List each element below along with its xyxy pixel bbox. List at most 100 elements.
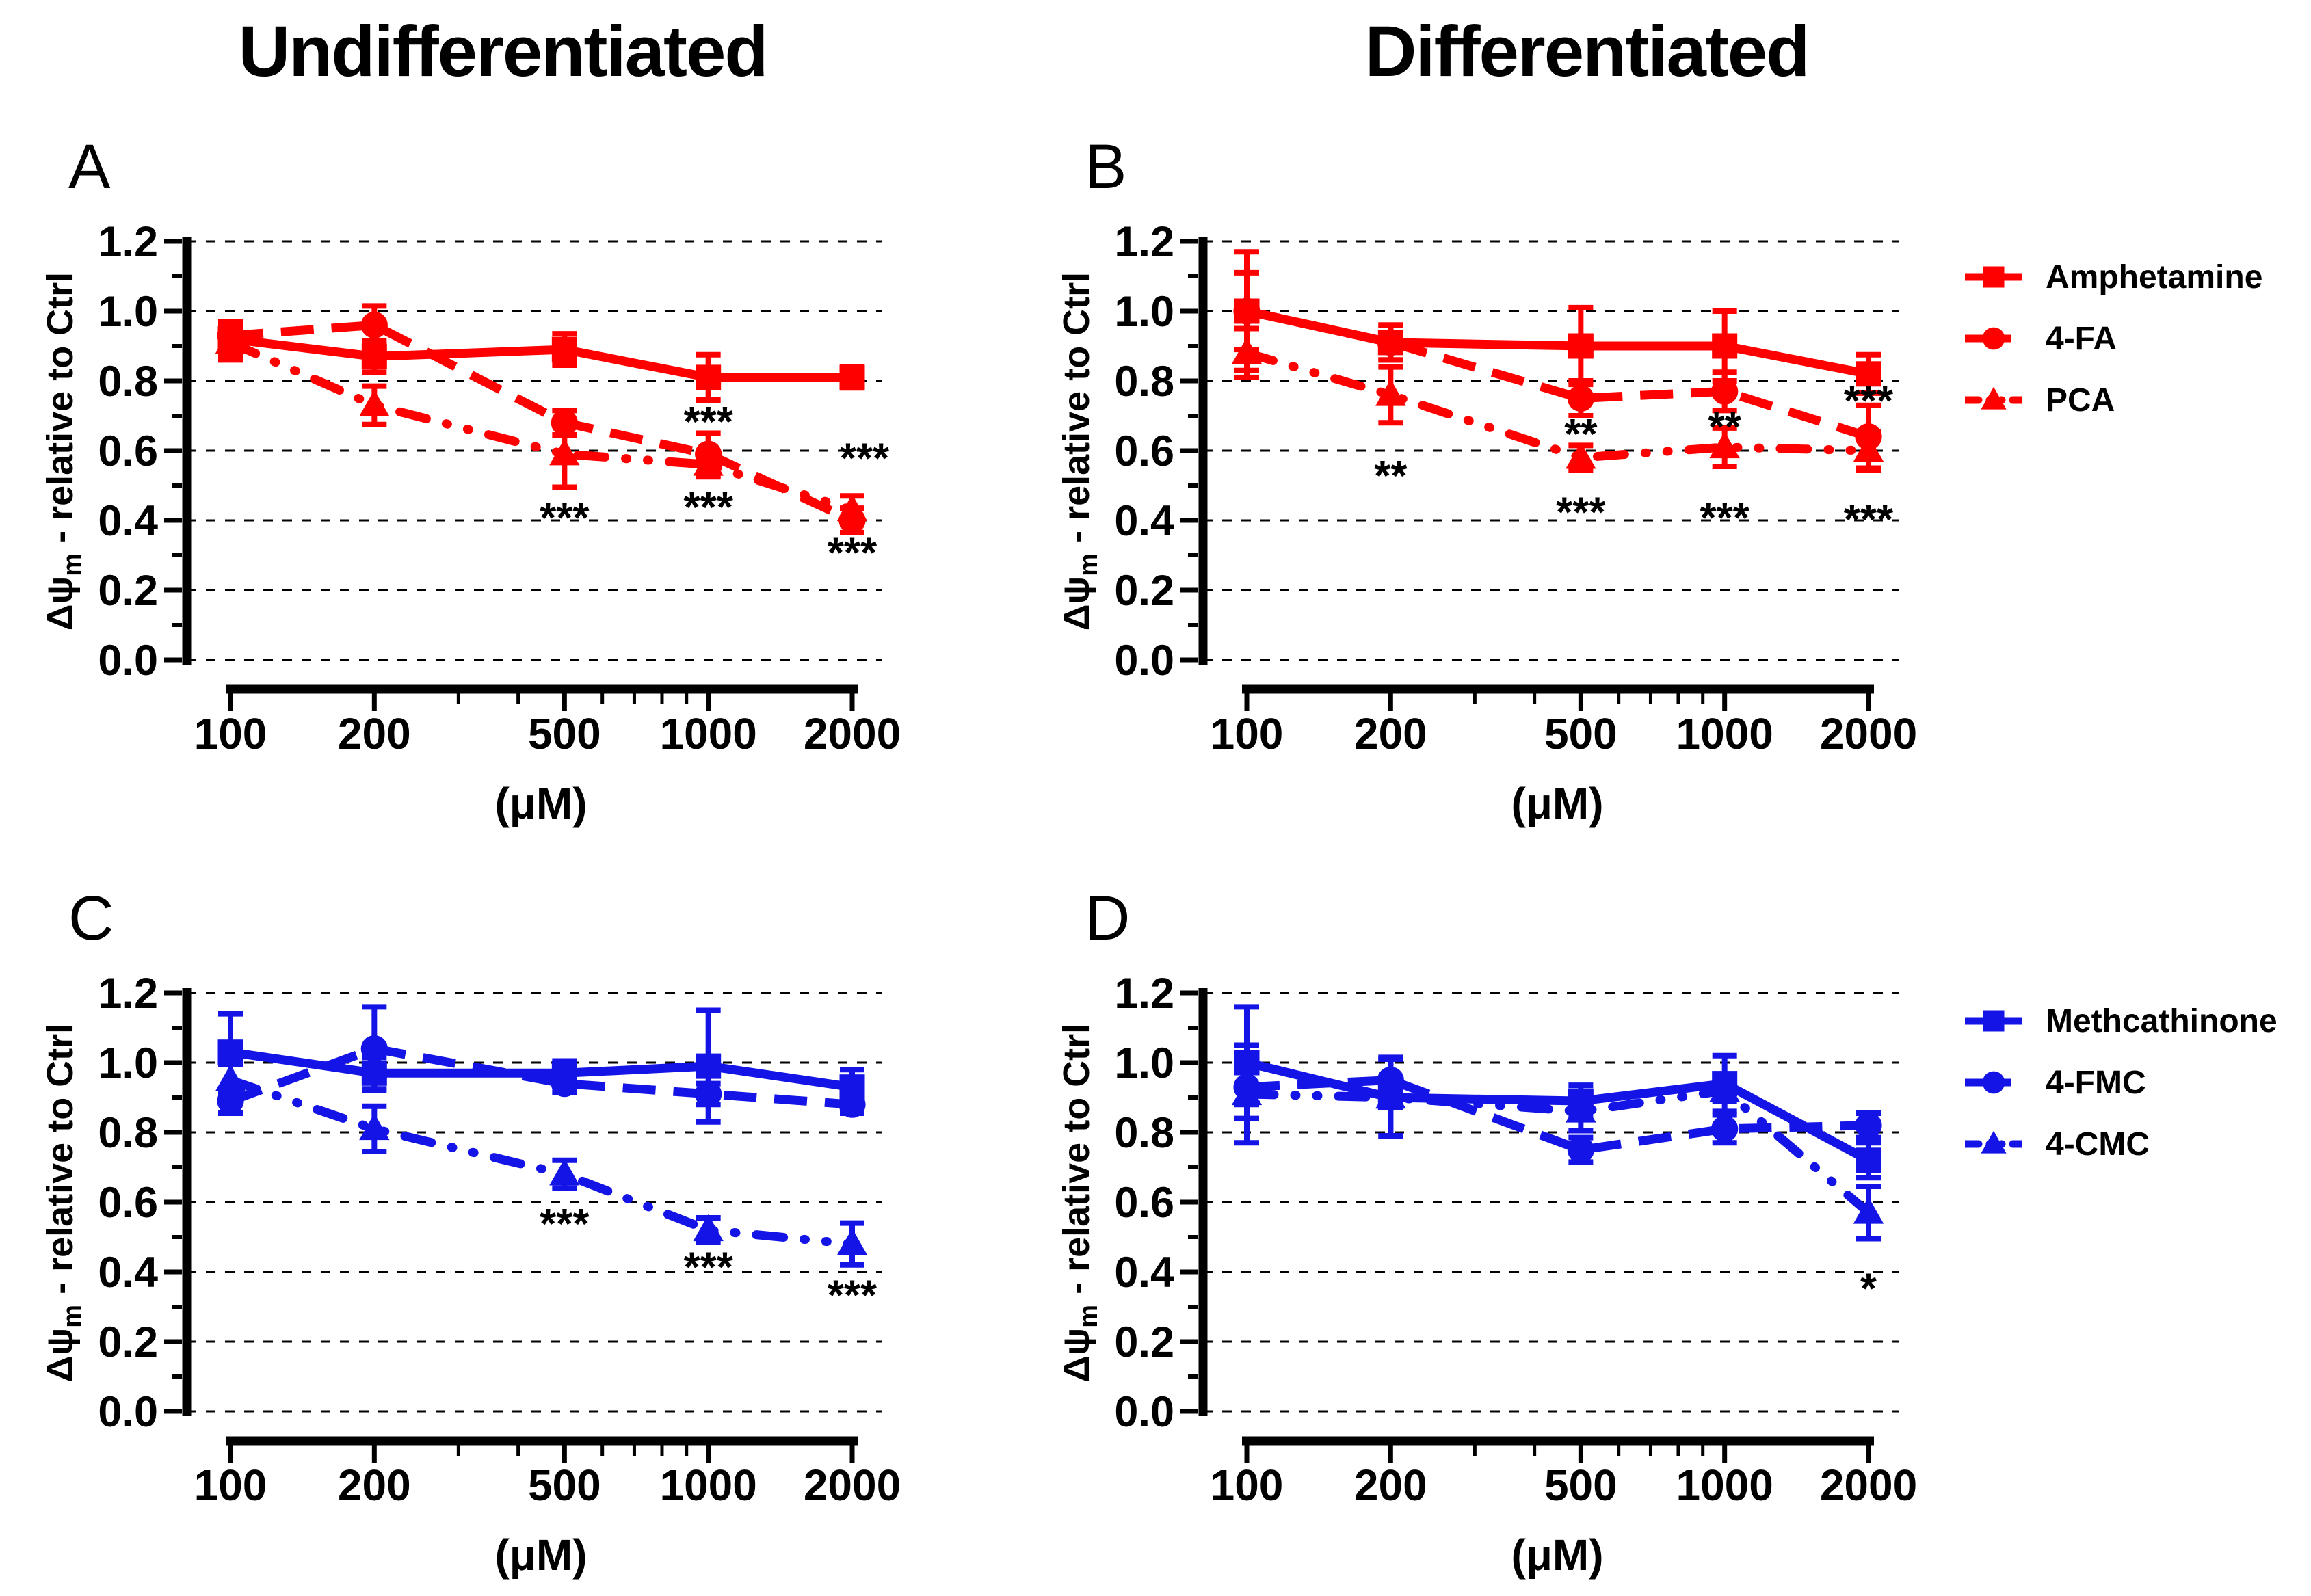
- panel-B-series-Amphetamine-marker: [1377, 330, 1403, 356]
- panel-C-series-4-CMC-marker: [836, 1228, 868, 1255]
- legend-marker: [1982, 327, 2005, 350]
- y-axis-label-panel-a: Δψm - relative to Ctrl: [38, 212, 87, 691]
- panel-B-series-Amphetamine-marker: [1712, 333, 1738, 359]
- panel-C-series-Methcathinone-marker: [839, 1074, 865, 1100]
- panel-D-y-tick-label: 0.8: [1114, 1109, 1174, 1157]
- panel-C-x-tick-label: 2000: [804, 1461, 901, 1510]
- x-axis-unit-panel-c: (μM): [494, 1530, 587, 1580]
- panel-A-series-4-FA-marker: [695, 440, 722, 468]
- legend-label: 4-CMC: [2046, 1126, 2150, 1162]
- panel-C-series-4-CMC-marker: [549, 1158, 580, 1186]
- panel-B-y-tick-label: 0.8: [1114, 358, 1174, 405]
- panel-letter-b: B: [1085, 132, 1127, 202]
- panel-A-significance: ***: [540, 494, 590, 542]
- panel-A-y-tick-label: 0.8: [98, 358, 158, 405]
- panel-D-y-tick-label: 0.6: [1114, 1179, 1174, 1227]
- panel-C-significance: ***: [828, 1273, 877, 1320]
- panel-D-series-Methcathinone-marker: [1856, 1147, 1881, 1173]
- panel-C-x-tick-label: 1000: [659, 1461, 756, 1510]
- legend-label: 4-FMC: [2046, 1064, 2146, 1101]
- panel-B-series-4-FA-marker: [1855, 423, 1882, 451]
- legend-entry-4-fmc: 4-FMC: [1965, 1063, 2146, 1102]
- panel-B-y-tick-label: 1.0: [1114, 288, 1174, 336]
- panel-C-series-Methcathinone-marker: [361, 1060, 387, 1086]
- y-axis-label-subscript: m: [1074, 1304, 1103, 1328]
- panel-B-y-tick-label: 0.4: [1114, 497, 1174, 545]
- panel-D-series-4-FMC-marker: [1567, 1136, 1594, 1164]
- panel-C-series-4-CMC-marker: [693, 1214, 724, 1242]
- y-axis-label-subscript: m: [57, 553, 87, 576]
- panel-B-series-PCA-line: [1242, 348, 1873, 462]
- panel-B-series-PCA-marker: [1709, 431, 1740, 459]
- panel-D-y-tick-label: 1.2: [1114, 970, 1174, 1018]
- panel-A-y-tick-label: 0.2: [98, 567, 158, 615]
- legend-label: PCA: [2046, 382, 2115, 418]
- panel-C-y-tick-label: 0.4: [98, 1249, 158, 1296]
- panel-B-series-4-FA-marker: [1711, 377, 1739, 405]
- panel-B-y-tick-label: 1.2: [1114, 218, 1174, 266]
- panel-B-significance: ***: [1700, 494, 1749, 542]
- panel-B-significance: ***: [1844, 377, 1894, 425]
- panel-A-x-tick-label: 2000: [804, 709, 901, 758]
- y-axis-label-subscript: m: [57, 1304, 87, 1328]
- panel-A-series-Amphetamine-marker: [551, 336, 577, 362]
- panel-B-series-PCA-marker: [1566, 442, 1596, 469]
- legend-label: Amphetamine: [2046, 258, 2263, 295]
- panel-C-y-tick-label: 0.0: [98, 1388, 158, 1436]
- y-axis-label-suffix: - relative to Ctrl: [40, 271, 81, 553]
- panel-B-series-Amphetamine-marker: [1568, 333, 1594, 359]
- panel-B-x-tick-label: 2000: [1820, 709, 1917, 758]
- panel-D-x-tick-label: 500: [1544, 1461, 1617, 1510]
- panel-D-series-Methcathinone-marker: [1568, 1088, 1594, 1114]
- panel-B-y-tick-label: 0.2: [1114, 567, 1174, 615]
- panel-A-significance: ***: [683, 399, 733, 446]
- panel-B-series-Amphetamine-line: [1242, 306, 1873, 379]
- panel-B-series-Amphetamine-marker: [1234, 298, 1260, 324]
- panel-A-y-tick-label: 1.0: [98, 288, 158, 336]
- panel-B-series-Amphetamine-marker: [1856, 361, 1881, 387]
- panel-A-series-Amphetamine-marker: [839, 364, 865, 390]
- panel-C-x-tick-label: 200: [338, 1461, 411, 1510]
- y-axis-label-suffix: - relative to Ctrl: [40, 1023, 81, 1305]
- panel-C-series-4-FMC-marker: [217, 1087, 244, 1115]
- panel-A-significance: ***: [828, 529, 877, 576]
- panel-C-series-Methcathinone-marker: [696, 1053, 722, 1079]
- legend-marker: [1983, 1010, 2005, 1032]
- legend-marker: [1981, 386, 2007, 410]
- panel-B-x-tick-label: 500: [1544, 709, 1617, 758]
- legend-entry-pca: PCA: [1965, 381, 2115, 419]
- panel-A-significance: ***: [840, 436, 890, 483]
- panel-D-y-tick-label: 0.4: [1114, 1249, 1174, 1296]
- panel-A-x-tick-label: 1000: [659, 709, 756, 758]
- panel-C-y-tick-label: 1.2: [98, 970, 158, 1018]
- panel-B-x-tick-label: 100: [1211, 709, 1284, 758]
- legend-marker-square-icon: [1965, 266, 2022, 288]
- legend-marker-square-icon: [1965, 1010, 2022, 1032]
- panel-A-y-tick-label: 1.2: [98, 218, 158, 266]
- panel-D-series-4-CMC-marker: [1853, 1197, 1884, 1224]
- y-axis-label-prefix: Δψ: [40, 1327, 81, 1383]
- panel-letter-c: C: [68, 883, 114, 953]
- panel-A-series-4-FA-marker: [838, 507, 866, 534]
- legend-marker: [1981, 1130, 2007, 1154]
- panel-A-series-4-FA-marker: [551, 409, 578, 436]
- panel-A-x-tick-label: 500: [528, 709, 601, 758]
- legend-entry-methcathinone: Methcathinone: [1965, 1002, 2277, 1040]
- panel-C-y-tick-label: 0.2: [98, 1318, 158, 1366]
- legend-marker-triangle-icon: [1965, 386, 2022, 410]
- panel-A-series-Amphetamine-marker: [361, 343, 387, 369]
- legend-entry-amphetamine: Amphetamine: [1965, 258, 2262, 296]
- panel-D-series-Methcathinone-marker: [1377, 1085, 1403, 1110]
- legend-entry-4-fa: 4-FA: [1965, 319, 2117, 358]
- panel-A-series-PCA-marker: [359, 389, 390, 416]
- legend-entry-4-cmc: 4-CMC: [1965, 1125, 2150, 1163]
- panel-D-series-4-FMC-marker: [1711, 1115, 1739, 1143]
- y-axis-label-suffix: - relative to Ctrl: [1056, 1023, 1097, 1305]
- legend-marker-circle-icon: [1965, 1071, 2022, 1094]
- y-axis-label-panel-d: Δψm - relative to Ctrl: [1054, 963, 1103, 1442]
- panel-A-x-tick-label: 100: [194, 709, 267, 758]
- panel-A-series-Amphetamine-marker: [696, 364, 722, 390]
- y-axis-label-suffix: - relative to Ctrl: [1056, 271, 1097, 553]
- panel-A-y-tick-label: 0.6: [98, 427, 158, 475]
- panel-A-series-4-FA-marker: [360, 311, 388, 339]
